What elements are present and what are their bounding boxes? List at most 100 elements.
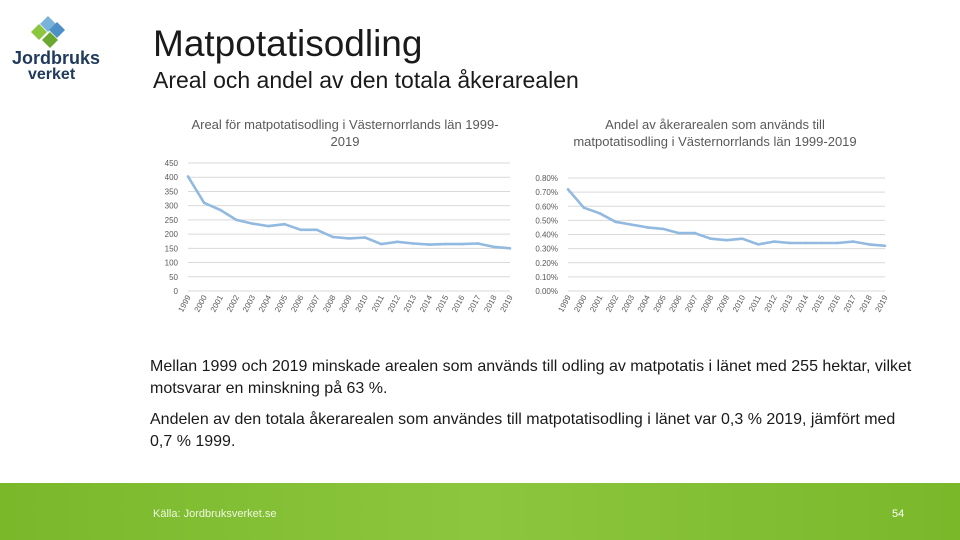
x-tick-label: 2002: [225, 293, 242, 313]
data-point: [820, 241, 823, 245]
x-tick-label: 2019: [873, 293, 890, 313]
data-point: [677, 231, 681, 235]
y-tick-label: 150: [165, 244, 179, 253]
x-tick-label: 2005: [273, 293, 290, 313]
data-point: [267, 224, 270, 228]
footer-bar: [0, 483, 960, 540]
logo-text-line1: Jordbruks: [12, 48, 100, 68]
y-tick-label: 400: [165, 173, 179, 182]
x-tick-label: 2011: [747, 293, 763, 313]
data-point: [444, 242, 447, 246]
data-point: [379, 242, 383, 246]
data-point: [836, 241, 839, 245]
x-tick-label: 1999: [176, 293, 193, 313]
data-point: [614, 220, 617, 224]
data-point: [460, 242, 464, 246]
data-point: [741, 237, 744, 241]
data-point: [804, 241, 808, 245]
data-point: [218, 208, 222, 212]
x-tick-label: 2013: [778, 293, 795, 313]
data-point: [630, 223, 633, 226]
page-number: 54: [892, 508, 905, 520]
x-tick-label: 2018: [858, 293, 875, 313]
y-tick-label: 0.60%: [535, 202, 558, 211]
data-point: [709, 237, 712, 241]
x-tick-label: 2011: [370, 293, 386, 313]
data-point: [883, 244, 887, 248]
x-tick-label: 2008: [699, 293, 716, 313]
y-tick-label: 0.80%: [535, 174, 558, 183]
logo-mark-icon: [31, 16, 65, 48]
summary-paragraph-share: Andelen av den totala åkerarealen som an…: [150, 411, 896, 450]
y-tick-label: 0.70%: [535, 188, 558, 197]
data-point: [598, 212, 601, 215]
data-point: [492, 245, 496, 249]
data-point: [476, 242, 480, 245]
data-point: [186, 175, 190, 178]
y-tick-label: 0.00%: [535, 287, 558, 296]
x-tick-label: 2016: [450, 293, 467, 313]
x-tick-label: 2010: [731, 293, 748, 313]
data-point: [725, 238, 728, 242]
y-tick-label: 0.30%: [535, 245, 558, 254]
x-tick-label: 2012: [386, 293, 403, 313]
data-point: [299, 228, 302, 232]
data-point: [508, 247, 512, 250]
y-tick-label: 0.40%: [535, 231, 558, 240]
x-tick-label: 2016: [826, 293, 843, 313]
data-point: [867, 243, 871, 246]
y-tick-label: 0: [174, 287, 179, 296]
data-point: [582, 206, 586, 209]
x-tick-label: 2008: [321, 293, 338, 313]
share-chart-title: Andel av åkerarealen som används till ma…: [573, 117, 857, 149]
x-tick-label: 2005: [652, 293, 669, 313]
x-tick-label: 2004: [636, 293, 653, 313]
area-chart-title: Areal för matpotatisodling i Västernorrl…: [191, 117, 499, 149]
y-tick-label: 0.20%: [535, 259, 558, 268]
x-tick-label: 2014: [418, 293, 435, 313]
y-tick-label: 50: [169, 273, 178, 282]
x-tick-label: 2003: [241, 293, 258, 313]
data-point: [315, 228, 319, 232]
data-point: [283, 222, 286, 226]
data-point: [347, 237, 351, 240]
jordbruksverket-logo: Jordbruks verket: [10, 12, 110, 84]
x-tick-label: 2001: [209, 293, 226, 313]
y-tick-label: 450: [165, 159, 179, 168]
data-point: [428, 243, 431, 246]
y-tick-label: 100: [165, 259, 179, 268]
data-point: [331, 235, 335, 239]
x-tick-label: 2006: [667, 293, 684, 313]
y-tick-label: 250: [165, 216, 179, 225]
data-point: [396, 240, 399, 244]
x-tick-label: 2015: [434, 293, 451, 313]
x-tick-label: 2009: [715, 293, 732, 313]
data-point: [251, 222, 254, 225]
data-point: [788, 241, 792, 245]
x-tick-label: 2007: [305, 293, 322, 313]
logo-text-line2: verket: [28, 66, 76, 83]
x-tick-label: 2013: [402, 293, 419, 313]
x-tick-label: 2000: [193, 293, 210, 313]
x-tick-label: 2002: [604, 293, 621, 313]
x-tick-label: 2000: [572, 293, 589, 313]
x-tick-label: 2017: [842, 293, 859, 313]
x-tick-label: 2014: [794, 293, 811, 313]
data-point: [412, 242, 415, 245]
source-text: Källa: Jordbruksverket.se: [153, 508, 277, 520]
data-point: [566, 188, 570, 191]
data-point: [661, 227, 665, 231]
data-point: [645, 226, 649, 229]
x-tick-label: 2018: [482, 293, 499, 313]
x-tick-label: 2003: [620, 293, 637, 313]
data-point: [693, 231, 697, 235]
data-point: [202, 201, 206, 205]
x-tick-label: 2001: [588, 293, 605, 313]
slide-subtitle: Areal och andel av den totala åkerareale…: [153, 67, 579, 93]
share-line-chart: 0.00% 0.10% 0.20% 0.30% 0.40% 0.50% 0.60% 0.70%…: [535, 174, 890, 314]
data-point: [772, 240, 776, 243]
y-tick-label: 350: [165, 187, 179, 196]
summary-paragraph-area: Mellan 1999 och 2019 minskade arealen so…: [150, 358, 912, 397]
x-tick-label: 2010: [354, 293, 371, 313]
